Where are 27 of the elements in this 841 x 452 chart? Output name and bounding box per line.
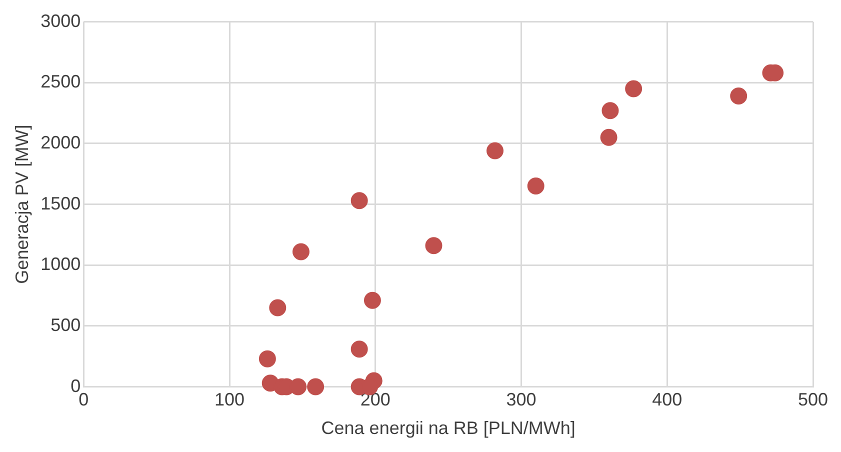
point bbox=[625, 80, 642, 98]
point bbox=[364, 292, 381, 309]
y-tick-label: 1500 bbox=[40, 193, 81, 214]
point bbox=[602, 102, 619, 120]
point bbox=[292, 243, 310, 260]
y-tick-label: 0 bbox=[70, 376, 81, 396]
y-tick-label: 500 bbox=[50, 314, 81, 335]
point bbox=[350, 192, 368, 210]
point bbox=[730, 88, 748, 105]
y-tick-label: 2500 bbox=[40, 72, 81, 92]
y-tick-label: 1000 bbox=[40, 254, 81, 274]
point bbox=[307, 378, 324, 396]
point bbox=[258, 350, 276, 368]
x-tick-label: 500 bbox=[798, 390, 828, 410]
y-tick-label: 3000 bbox=[40, 10, 81, 31]
point bbox=[486, 142, 504, 160]
point bbox=[350, 340, 368, 358]
y-axis-title: Generacja PV [MW] bbox=[12, 124, 32, 284]
point bbox=[269, 299, 286, 316]
x-axis-title: Cena energii na RB [PLN/MWh] bbox=[321, 418, 576, 438]
x-tick-label: 400 bbox=[652, 390, 682, 410]
point bbox=[425, 237, 442, 254]
x-tick-label: 100 bbox=[214, 390, 245, 410]
point bbox=[527, 178, 544, 195]
point bbox=[600, 128, 618, 146]
x-tick-label: 300 bbox=[506, 390, 536, 410]
y-tick-label: 2000 bbox=[40, 132, 81, 152]
